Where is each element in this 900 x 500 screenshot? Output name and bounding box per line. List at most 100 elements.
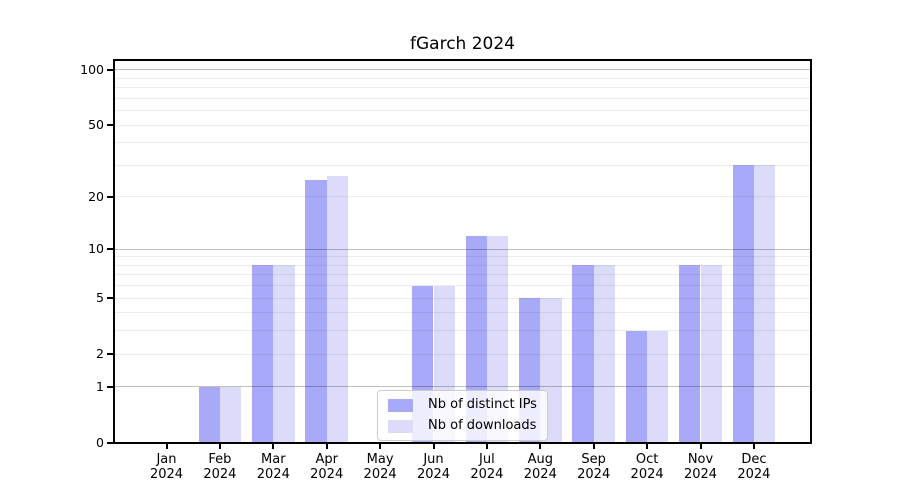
x-tick-year: 2024 xyxy=(737,467,771,482)
gridline-minor xyxy=(114,256,811,258)
x-tick-month: Dec xyxy=(741,452,767,467)
x-tick-month: Oct xyxy=(635,452,659,467)
x-tick-mark xyxy=(485,444,488,449)
x-tick-month: Jul xyxy=(479,452,495,467)
gridline-minor xyxy=(114,196,811,198)
y-tick-mark xyxy=(107,124,114,127)
x-tick-mark xyxy=(646,444,649,449)
x-tick-label-mar: Mar 2024 xyxy=(238,452,308,482)
gridline-minor xyxy=(114,274,811,276)
x-tick-mark xyxy=(752,444,755,449)
y-tick-mark xyxy=(107,297,114,300)
bar-ips-feb xyxy=(198,386,220,443)
bar-ips-nov xyxy=(679,265,701,443)
x-tick-label-sep: Sep 2024 xyxy=(559,452,629,482)
x-tick-label-jan: Jan 2024 xyxy=(132,452,202,482)
bar-ips-dec xyxy=(732,165,754,443)
y-axis: 0 1 2 5 10 20 50 100 xyxy=(80,60,811,450)
y-tick-label-10: 10 xyxy=(88,241,104,257)
gridline-minor xyxy=(114,77,811,79)
x-tick-year: 2024 xyxy=(683,467,718,482)
bar-ips-sep xyxy=(572,265,594,443)
x-tick-year: 2024 xyxy=(149,467,184,482)
x-tick-label-may: May 2024 xyxy=(345,452,415,482)
y-tick-mark xyxy=(107,442,114,444)
x-tick-year: 2024 xyxy=(416,467,451,482)
x-tick-year: 2024 xyxy=(363,467,397,482)
y-tick-mark xyxy=(107,385,114,388)
bar-ips-oct xyxy=(625,330,648,443)
x-tick-month: Mar xyxy=(261,452,286,467)
x-tick-month: May xyxy=(366,452,394,467)
x-tick-year: 2024 xyxy=(577,467,611,482)
legend-label-downloads: Nb of downloads xyxy=(428,418,537,433)
legend-swatch-distinct-ips xyxy=(388,398,413,412)
gridline-minor xyxy=(114,285,811,287)
x-tick-month: Jan xyxy=(156,452,177,467)
gridline-minor xyxy=(114,124,811,126)
x-tick-mark xyxy=(539,444,542,449)
x-tick-label-oct: Oct 2024 xyxy=(612,452,682,482)
x-tick-year: 2024 xyxy=(470,467,504,482)
legend-item-downloads: Nb of downloads xyxy=(388,417,537,435)
plot-area: 0 1 2 5 10 20 50 100 Jan 2024 Feb 2024 Mar 2024 Apr 20… xyxy=(80,59,812,482)
legend-label-distinct-ips: Nb of distinct IPs xyxy=(428,397,537,412)
gridline-minor xyxy=(114,87,811,89)
y-tick-mark xyxy=(107,353,114,356)
gridline-minor xyxy=(114,97,811,99)
x-tick-mark xyxy=(592,444,595,449)
x-tick-label-aug: Aug 2024 xyxy=(505,452,575,482)
x-tick-month: Sep xyxy=(581,452,606,467)
gridline-major xyxy=(114,386,811,388)
x-tick-mark xyxy=(218,444,221,449)
gridline-minor xyxy=(114,297,811,299)
y-tick-label-50: 50 xyxy=(88,117,104,133)
x-tick-year: 2024 xyxy=(203,467,237,482)
x-tick-label-dec: Dec 2024 xyxy=(719,452,789,482)
x-tick-month: Jun xyxy=(423,452,444,467)
x-tick-month: Feb xyxy=(208,452,232,467)
bar-downloads-dec xyxy=(753,165,776,443)
x-tick-label-nov: Nov 2024 xyxy=(666,452,736,482)
bar-downloads-oct xyxy=(647,330,669,443)
gridline-minor xyxy=(114,164,811,166)
x-tick-label-jul: Jul 2024 xyxy=(452,452,522,482)
x-tick-mark xyxy=(272,444,275,449)
y-tick-mark xyxy=(107,248,114,251)
x-axis: Jan 2024 Feb 2024 Mar 2024 Apr 2024 May 2024 Jun 20… xyxy=(114,60,811,482)
bar-downloads-nov xyxy=(700,265,722,443)
y-tick-label-20: 20 xyxy=(88,188,104,204)
gridline-minor xyxy=(114,353,811,355)
bar-ips-mar xyxy=(251,265,274,443)
x-tick-mark xyxy=(432,444,435,449)
gridline-minor xyxy=(114,142,811,144)
x-tick-year: 2024 xyxy=(630,467,664,482)
y-tick-mark xyxy=(107,195,114,198)
x-tick-label-jun: Jun 2024 xyxy=(399,452,469,482)
x-tick-mark xyxy=(379,444,382,449)
x-tick-month: Nov xyxy=(687,452,714,467)
gridline-major xyxy=(114,69,811,71)
bar-downloads-feb xyxy=(219,386,242,443)
bar-ips-apr xyxy=(305,179,327,443)
legend-item-distinct-ips: Nb of distinct IPs xyxy=(388,396,537,414)
chart-title: fGarch 2024 xyxy=(410,34,515,54)
y-tick-mark xyxy=(107,68,114,71)
gridline-minor xyxy=(114,110,811,112)
bar-downloads-sep xyxy=(593,265,616,443)
y-tick-label-5: 5 xyxy=(96,290,104,306)
grid-layer xyxy=(114,60,811,443)
x-tick-year: 2024 xyxy=(523,467,557,482)
bar-downloads-mar xyxy=(273,265,295,443)
gridline-minor xyxy=(114,330,811,332)
gridline-minor xyxy=(114,264,811,266)
bar-downloads-apr xyxy=(326,176,349,443)
x-tick-label-apr: Apr 2024 xyxy=(292,452,362,482)
gridline-major xyxy=(114,248,811,250)
x-tick-mark xyxy=(699,444,702,449)
x-tick-mark xyxy=(325,444,328,449)
y-tick-label-1: 1 xyxy=(96,378,104,394)
x-tick-mark xyxy=(165,444,168,449)
x-tick-month: Aug xyxy=(527,452,553,467)
